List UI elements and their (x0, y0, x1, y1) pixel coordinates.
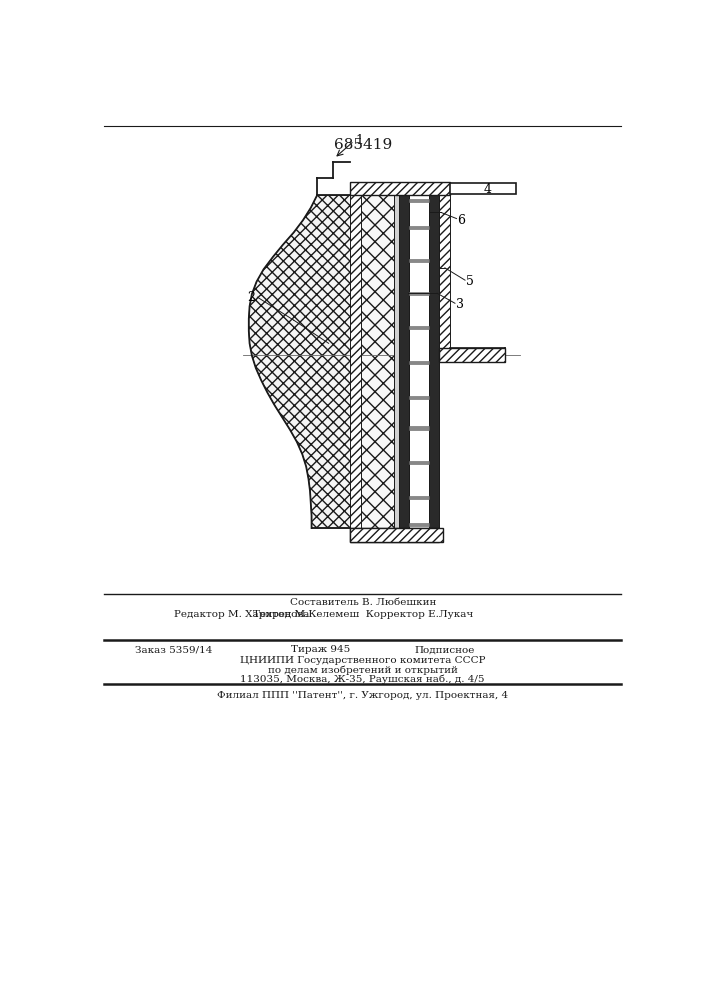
Text: 5: 5 (466, 275, 474, 288)
Bar (409, 199, 429, 202)
Bar (429, 195, 440, 528)
Text: по делам изобретений и открытий: по делам изобретений и открытий (268, 665, 457, 675)
Text: 685419: 685419 (334, 138, 392, 152)
Bar (409, 226, 429, 229)
Bar (409, 195, 429, 528)
Text: 3: 3 (456, 298, 464, 311)
Bar (409, 259, 429, 262)
Bar (351, 182, 361, 542)
Bar (409, 496, 429, 499)
Text: 6: 6 (457, 214, 465, 227)
Text: Составитель В. Любешкин: Составитель В. Любешкин (290, 598, 436, 607)
Bar (440, 182, 450, 348)
Text: ЦНИИПИ Государственного комитета СССР: ЦНИИПИ Государственного комитета СССР (240, 656, 486, 665)
Bar (409, 426, 429, 430)
Bar (394, 195, 399, 528)
Text: Филиал ППП ''Патент'', г. Ужгород, ул. Проектная, 4: Филиал ППП ''Патент'', г. Ужгород, ул. П… (217, 691, 508, 700)
Bar (450, 183, 516, 194)
Bar (409, 461, 429, 464)
Bar (409, 396, 429, 399)
Bar (440, 348, 505, 362)
Polygon shape (249, 195, 361, 528)
Text: 2: 2 (247, 291, 255, 304)
Text: Редактор М. Харитонова: Редактор М. Харитонова (174, 610, 309, 619)
Text: 113035, Москва, Ж-35, Раушская наб., д. 4/5: 113035, Москва, Ж-35, Раушская наб., д. … (240, 674, 485, 684)
Bar (409, 292, 429, 295)
Bar (351, 528, 443, 542)
Text: 1: 1 (356, 134, 363, 147)
Bar (409, 326, 429, 329)
Bar (409, 523, 429, 526)
Text: Подписное: Подписное (415, 645, 475, 654)
Text: 4: 4 (484, 183, 491, 196)
Bar (351, 528, 440, 542)
Text: Тираж 945: Тираж 945 (291, 645, 351, 654)
Text: Заказ 5359/14: Заказ 5359/14 (135, 645, 212, 654)
Text: Техред М.Келемеш  Корректор Е.Лукач: Техред М.Келемеш Корректор Е.Лукач (252, 610, 473, 619)
Bar (351, 182, 450, 195)
Bar (409, 361, 429, 364)
Bar (361, 195, 394, 528)
Bar (399, 195, 409, 528)
